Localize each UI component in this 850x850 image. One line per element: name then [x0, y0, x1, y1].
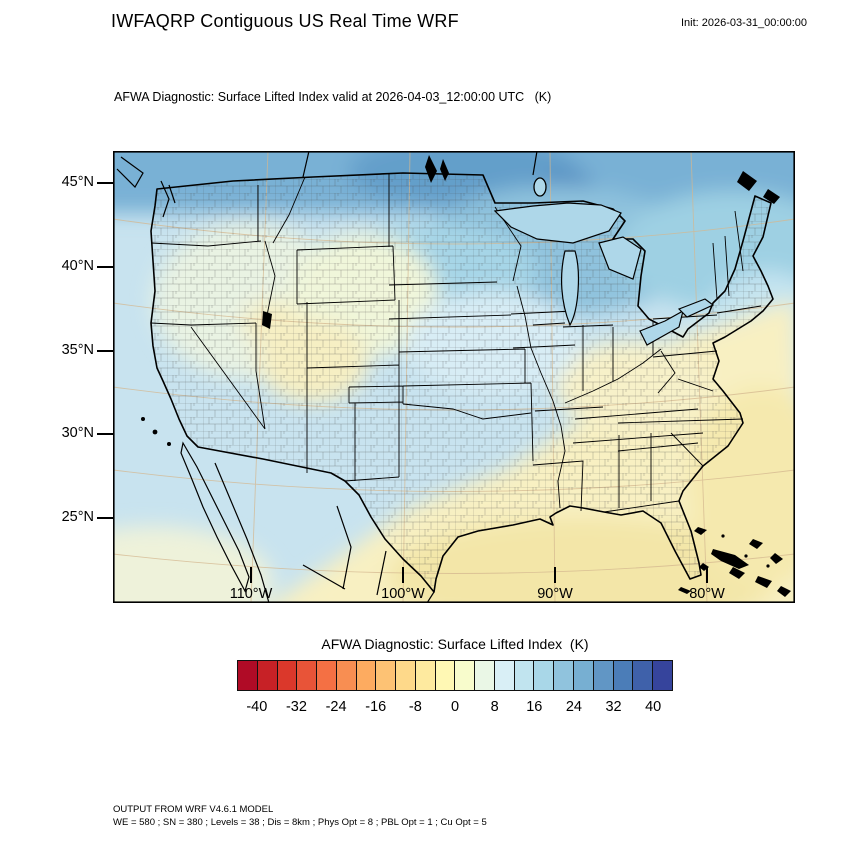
footer-model-line: OUTPUT FROM WRF V4.6.1 MODEL — [113, 804, 274, 815]
colorbar-cell — [534, 661, 555, 690]
colorbar-cell — [435, 661, 456, 690]
colorbar-cell — [396, 661, 416, 690]
lat-tickmark — [97, 517, 113, 519]
colorbar-cell — [554, 661, 575, 690]
colorbar-cell — [277, 661, 298, 690]
colorbar-tick-label: 16 — [526, 699, 543, 715]
lat-tickmark — [97, 350, 113, 352]
lat-tick-label: 30°N — [61, 425, 94, 441]
colorbar-tick-label: -16 — [365, 699, 387, 715]
footer-config-line: WE = 580 ; SN = 380 ; Levels = 38 ; Dis … — [113, 817, 487, 828]
colorbar-tick-label: 24 — [565, 699, 582, 715]
colorbar-cell — [257, 661, 278, 690]
init-timestamp: Init: 2026-03-31_00:00:00 — [681, 17, 807, 29]
colorbar-tick-label: 32 — [605, 699, 622, 715]
colorbar-cell — [653, 661, 672, 690]
colorbar-tick-label: -8 — [408, 699, 422, 715]
lon-tick-label: 110°W — [229, 586, 273, 602]
lon-tick-label: 90°W — [537, 586, 573, 602]
lon-tick-label: 80°W — [689, 586, 725, 602]
state-borders — [150, 173, 762, 513]
colorbar-cell — [574, 661, 594, 690]
colorbar-title: AFWA Diagnostic: Surface Lifted Index (K… — [321, 636, 589, 652]
lon-tickmark — [402, 567, 404, 583]
lat-tick-label: 45°N — [61, 174, 94, 190]
colorbar-cell — [455, 661, 476, 690]
colorbar-tick-label: -24 — [325, 699, 347, 715]
colorbar-cell — [475, 661, 495, 690]
colorbar-cell — [613, 661, 634, 690]
colorbar-tick-label: 40 — [645, 699, 662, 715]
colorbar-tick-label: -32 — [285, 699, 307, 715]
page-title: IWFAQRP Contiguous US Real Time WRF — [111, 11, 459, 31]
map-area — [113, 115, 795, 603]
lat-tickmark — [97, 433, 113, 435]
lon-tickmark — [706, 567, 708, 583]
colorbar-tick-label: 0 — [450, 699, 460, 715]
lon-tickmark — [250, 567, 252, 583]
colorbar-cell — [297, 661, 318, 690]
lon-tickmark — [554, 567, 556, 583]
colorbar-cell — [415, 661, 436, 690]
colorbar-cell — [514, 661, 535, 690]
plot-subtitle: AFWA Diagnostic: Surface Lifted Index va… — [114, 90, 552, 104]
colorbar-cell — [376, 661, 397, 690]
lat-tick-label: 25°N — [61, 509, 94, 525]
colorbar-cells — [237, 660, 673, 691]
lon-tick-label: 100°W — [381, 586, 425, 602]
lat-tickmark — [97, 266, 113, 268]
islands-and-lakes — [141, 155, 791, 597]
colorbar-tick-label: 8 — [490, 699, 499, 715]
colorbar-tick-labels: -40 -32 -24 -16 -8 0 8 16 24 32 40 — [237, 699, 673, 719]
great-lakes — [493, 202, 715, 346]
us-map-canvas — [113, 151, 795, 603]
map-frame — [113, 151, 795, 603]
lat-tick-label: 40°N — [61, 258, 94, 274]
colorbar-tick-label: -40 — [246, 699, 268, 715]
lat-tick-label: 35°N — [61, 342, 94, 358]
colorbar-cell — [317, 661, 337, 690]
lat-tickmark — [97, 182, 113, 184]
colorbar-cell — [238, 661, 258, 690]
colorbar-cell — [356, 661, 377, 690]
colorbar-cell — [593, 661, 614, 690]
colorbar-cell — [633, 661, 654, 690]
canada-mexico-borders — [116, 151, 538, 603]
colorbar-cell — [336, 661, 357, 690]
colorbar-cell — [494, 661, 515, 690]
